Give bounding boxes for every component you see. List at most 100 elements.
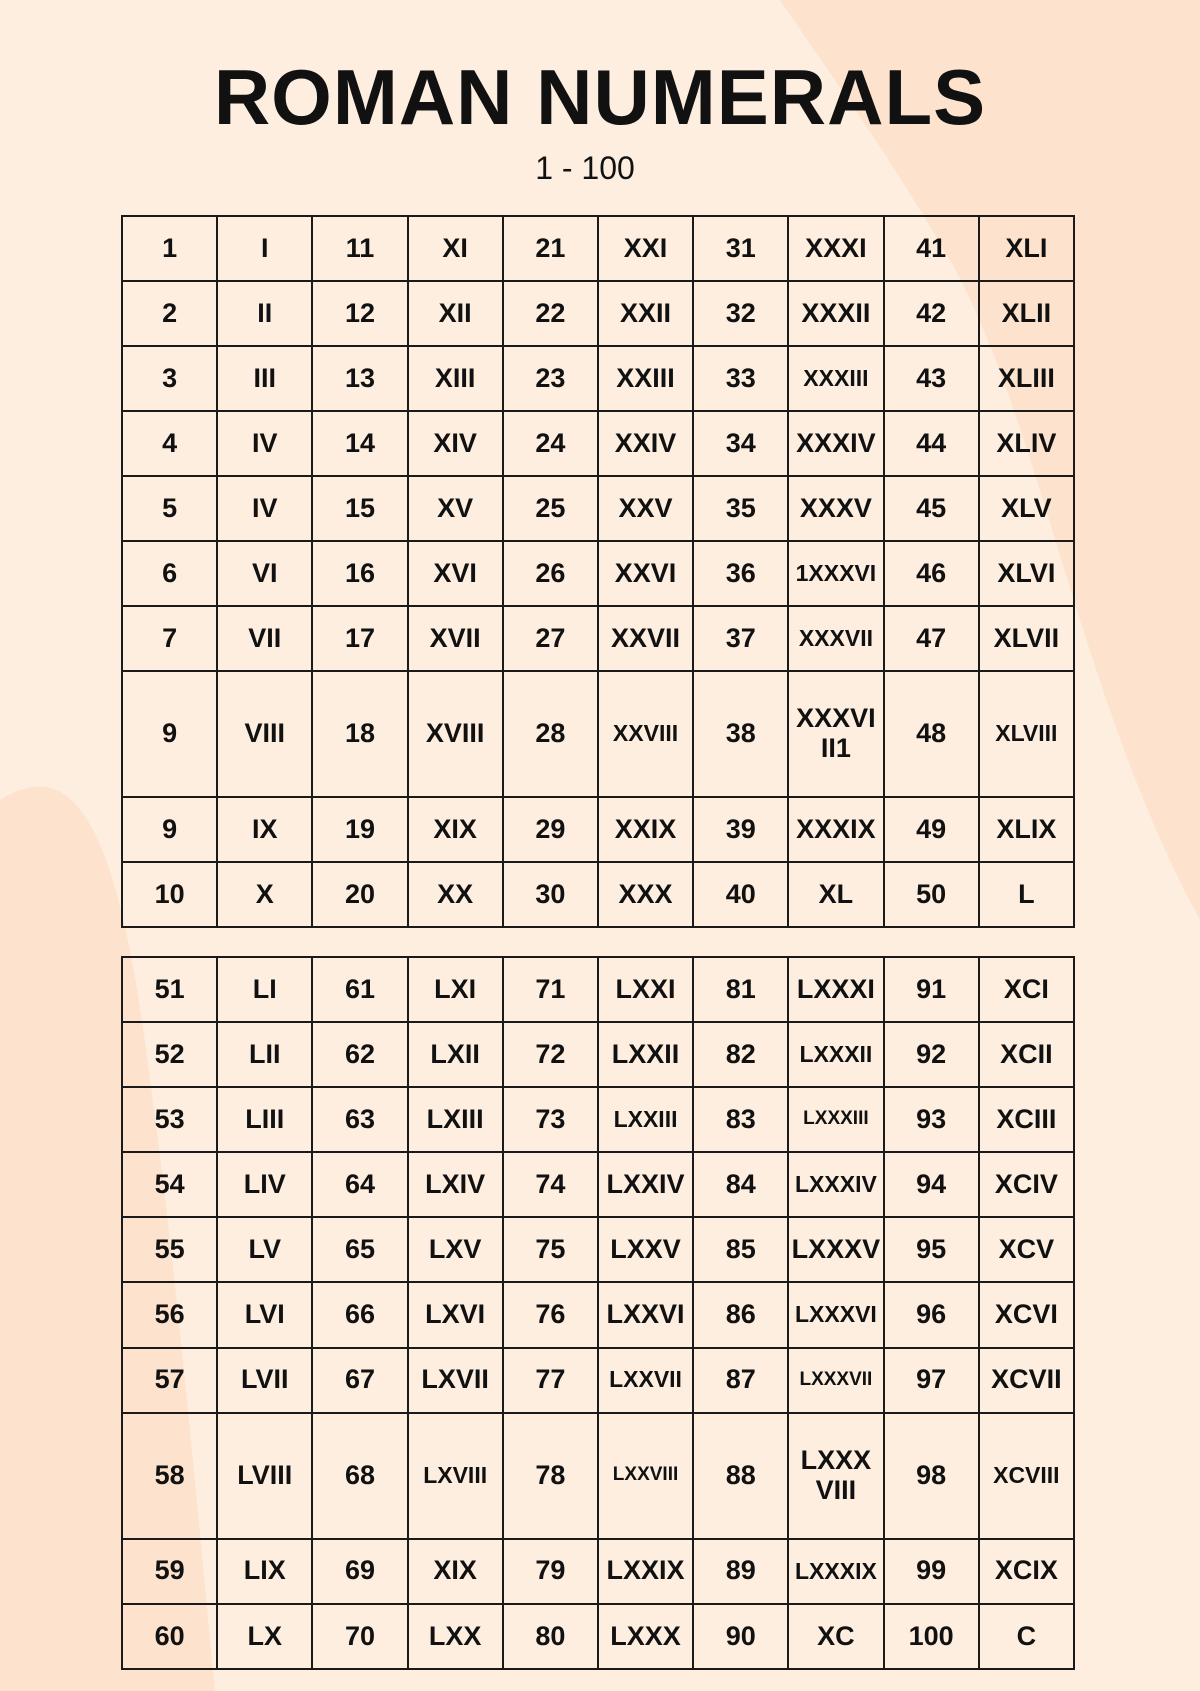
arabic-number-cell: 53: [120, 1086, 219, 1154]
roman-numeral-cell: XLIV: [977, 410, 1076, 477]
roman-numeral-cell: XLVI: [977, 540, 1076, 607]
page-subtitle: 1 - 100: [535, 150, 635, 186]
roman-numeral-cell: XV: [406, 475, 504, 542]
arabic-number-cell: 7: [120, 605, 219, 672]
arabic-number-cell: 84: [692, 1151, 790, 1219]
arabic-number-cell: 59: [120, 1537, 219, 1605]
roman-numeral-cell: LXXX: [596, 1602, 695, 1671]
roman-numeral-cell: LXVII: [406, 1346, 504, 1414]
arabic-number-cell: 14: [311, 410, 409, 477]
arabic-number-cell: 39: [692, 795, 790, 863]
roman-numeral-cell: VI: [216, 540, 314, 607]
roman-numeral-cell: IV: [216, 475, 314, 542]
roman-numeral-cell: XCII: [977, 1021, 1076, 1089]
table-row: 54 LIV 64 LXIV 74 LXXIV 84 LXXXIV 94 XCIV: [120, 1151, 1076, 1219]
roman-numeral-cell: LXVI: [406, 1281, 504, 1349]
arabic-number-cell: 68: [311, 1411, 409, 1540]
roman-numeral-cell: XCIX: [977, 1537, 1076, 1605]
roman-numeral-cell: LXXVI: [596, 1281, 695, 1349]
roman-numeral-cell: LXIII: [406, 1086, 504, 1154]
arabic-number-cell: 87: [692, 1346, 790, 1414]
roman-numeral-cell: LIII: [216, 1086, 314, 1154]
arabic-number-cell: 33: [692, 345, 790, 412]
arabic-number-cell: 17: [311, 605, 409, 672]
roman-numeral-cell: XCVI: [977, 1281, 1076, 1349]
roman-numeral-cell: XXVI: [596, 540, 695, 607]
arabic-number-cell: 73: [501, 1086, 599, 1154]
arabic-number-cell: 2: [120, 280, 219, 347]
roman-numeral-cell: LXXXII: [787, 1021, 885, 1089]
roman-numeral-cell: LXXXIV: [787, 1151, 885, 1219]
roman-numeral-cell: XXX: [596, 860, 695, 929]
roman-numeral-cell: XIX: [406, 795, 504, 863]
roman-numeral-cell: X: [216, 860, 314, 929]
arabic-number-cell: 78: [501, 1411, 599, 1540]
roman-numeral-cell: XXIX: [596, 795, 695, 863]
roman-numeral-cell: LXXXI: [787, 955, 885, 1024]
arabic-number-cell: 40: [692, 860, 790, 929]
roman-numeral-cell: LXXX VIII: [787, 1411, 885, 1540]
table-row: 51 LI 61 LXI 71 LXXI 81 LXXXI 91 XCI: [120, 955, 1076, 1024]
roman-numeral-cell: LVI: [216, 1281, 314, 1349]
arabic-number-cell: 64: [311, 1151, 409, 1219]
arabic-number-cell: 99: [882, 1537, 980, 1605]
table-row: 3 III 13 XIII 23 XXIII 33 XXXIII 43 XLIII: [120, 345, 1076, 412]
roman-numeral-cell: XXIII: [596, 345, 695, 412]
roman-numeral-cell: XX: [406, 860, 504, 929]
roman-numeral-cell: XXXVII: [787, 605, 885, 672]
arabic-number-cell: 52: [120, 1021, 219, 1089]
arabic-number-cell: 42: [882, 280, 980, 347]
roman-numeral-cell: XXXIX: [787, 795, 885, 863]
arabic-number-cell: 91: [882, 955, 980, 1024]
arabic-number-cell: 57: [120, 1346, 219, 1414]
arabic-number-cell: 80: [501, 1602, 599, 1671]
arabic-number-cell: 30: [501, 860, 599, 929]
arabic-number-cell: 100: [882, 1602, 980, 1671]
arabic-number-cell: 93: [882, 1086, 980, 1154]
arabic-number-cell: 77: [501, 1346, 599, 1414]
arabic-number-cell: 55: [120, 1216, 219, 1284]
roman-numeral-cell: XLVII: [977, 605, 1076, 672]
arabic-number-cell: 38: [692, 670, 790, 798]
roman-numeral-cell: LXXII: [596, 1021, 695, 1089]
roman-numeral-cell: LXXIV: [596, 1151, 695, 1219]
arabic-number-cell: 81: [692, 955, 790, 1024]
table-row: 53 LIII 63 LXIII 73 LXXIII 83 LXXXIII 93 XCIII: [120, 1086, 1076, 1154]
table-row: 60 LX 70 LXX 80 LXXX 90 XC 100 C: [120, 1602, 1076, 1671]
table-row: 56 LVI 66 LXVI 76 LXXVI 86 LXXXVI 96 XCVI: [120, 1281, 1076, 1349]
roman-numeral-cell: LXXIX: [596, 1537, 695, 1605]
roman-numeral-cell: I: [216, 215, 314, 282]
arabic-number-cell: 69: [311, 1537, 409, 1605]
roman-numeral-cell: XXVIII: [596, 670, 695, 798]
arabic-number-cell: 89: [692, 1537, 790, 1605]
arabic-number-cell: 98: [882, 1411, 980, 1540]
arabic-number-cell: 48: [882, 670, 980, 798]
roman-numeral-cell: XXVII: [596, 605, 695, 672]
arabic-number-cell: 27: [501, 605, 599, 672]
roman-numeral-cell: XLIX: [977, 795, 1076, 863]
table-row: 52 LII 62 LXII 72 LXXII 82 LXXXII 92 XCII: [120, 1021, 1076, 1089]
table-row: 55 LV 65 LXV 75 LXXV 85 LXXXV 95 XCV: [120, 1216, 1076, 1284]
arabic-number-cell: 32: [692, 280, 790, 347]
arabic-number-cell: 70: [311, 1602, 409, 1671]
arabic-number-cell: 45: [882, 475, 980, 542]
arabic-number-cell: 18: [311, 670, 409, 798]
arabic-number-cell: 86: [692, 1281, 790, 1349]
roman-numeral-cell: LXXXV: [787, 1216, 885, 1284]
arabic-number-cell: 34: [692, 410, 790, 477]
arabic-number-cell: 47: [882, 605, 980, 672]
arabic-number-cell: 71: [501, 955, 599, 1024]
roman-numeral-cell: II: [216, 280, 314, 347]
arabic-number-cell: 46: [882, 540, 980, 607]
roman-numeral-cell: LVII: [216, 1346, 314, 1414]
arabic-number-cell: 36: [692, 540, 790, 607]
roman-numeral-cell: XCVII: [977, 1346, 1076, 1414]
roman-numeral-cell: XXXVI II1: [787, 670, 885, 798]
numerals-table-1-50: 1 I 11 XI 21 XXI 31 XXXI 41 XLI 2 II 12 XII 22 XXII 32 XX…: [120, 215, 1076, 929]
roman-numeral-cell: LIX: [216, 1537, 314, 1605]
table-row: 4 IV 14 XIV 24 XXIV 34 XXXIV 44 XLIV: [120, 410, 1076, 477]
arabic-number-cell: 97: [882, 1346, 980, 1414]
arabic-number-cell: 56: [120, 1281, 219, 1349]
roman-numeral-cell: LIV: [216, 1151, 314, 1219]
arabic-number-cell: 10: [120, 860, 219, 929]
